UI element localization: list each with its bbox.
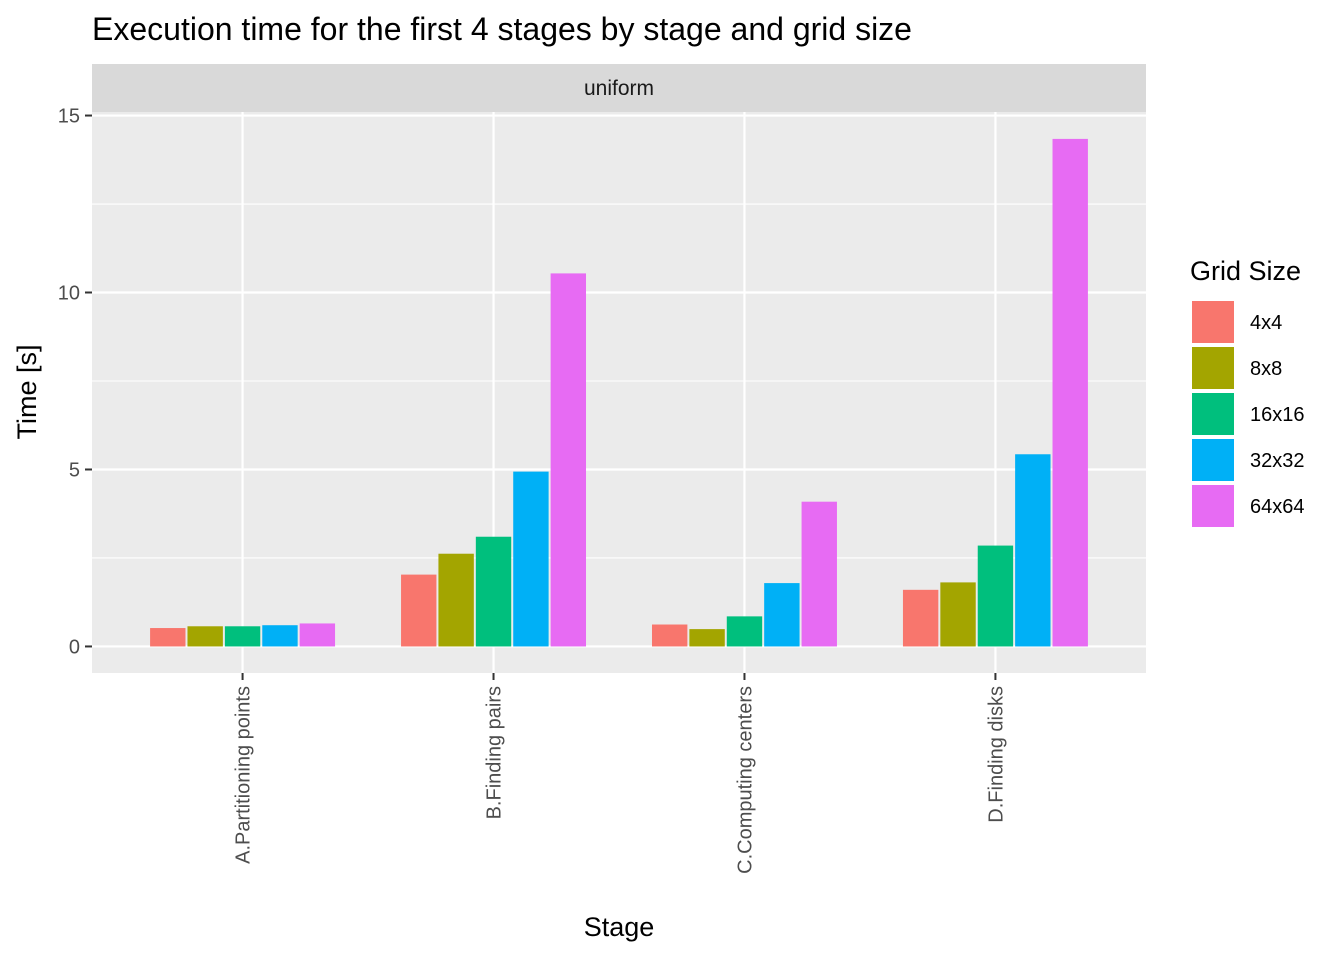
bar-64x64 (1052, 138, 1088, 647)
legend-label: 64x64 (1250, 496, 1305, 518)
x-axis-title: Stage (584, 912, 655, 942)
bar-32x32 (262, 625, 298, 647)
x-tick-label: C.Computing centers (734, 686, 756, 874)
y-tick-label: 0 (69, 636, 80, 658)
bar-8x8 (438, 553, 474, 647)
legend-label: 32x32 (1250, 450, 1305, 472)
legend-label: 16x16 (1250, 404, 1305, 426)
legend-swatch-64x64 (1192, 485, 1234, 527)
legend-items: 4x4 8x8 16x16 32x32 64x64 (1192, 301, 1305, 527)
legend-title: Grid Size (1190, 256, 1301, 286)
x-tick-label: A.Partitioning points (233, 686, 255, 864)
legend-swatch-32x32 (1192, 439, 1234, 481)
y-axis-title: Time [s] (12, 344, 42, 439)
legend-swatch-8x8 (1192, 347, 1234, 389)
bar-16x16 (224, 626, 261, 647)
bar-64x64 (299, 623, 336, 647)
bar-8x8 (187, 626, 223, 647)
legend-swatch-16x16 (1192, 393, 1234, 435)
bar-32x32 (1015, 454, 1051, 647)
x-tick-label: B.Finding pairs (484, 686, 506, 819)
legend-label: 4x4 (1250, 312, 1282, 334)
bar-16x16 (726, 616, 763, 647)
chart-title: Execution time for the first 4 stages by… (92, 11, 912, 47)
bar-4x4 (902, 589, 939, 647)
x-tick-label: D.Finding disks (985, 686, 1007, 823)
bar-4x4 (150, 628, 186, 647)
y-tick-label: 5 (69, 459, 80, 481)
bar-16x16 (475, 536, 512, 647)
y-tick-label: 10 (58, 283, 80, 305)
y-axis: 0 5 10 15 (58, 106, 92, 658)
legend: Grid Size 4x4 8x8 16x16 32x32 64x64 (1190, 256, 1305, 527)
plot-panel (92, 112, 1146, 673)
legend-label: 8x8 (1250, 358, 1282, 380)
bar-64x64 (550, 273, 587, 647)
bar-32x32 (764, 583, 800, 647)
x-axis: A.Partitioning points B.Finding pairs C.Co… (233, 673, 1007, 874)
facet-strip (92, 64, 1146, 112)
bars (150, 138, 1088, 647)
facet-label: uniform (584, 77, 654, 100)
legend-swatch-4x4 (1192, 301, 1234, 343)
bar-32x32 (513, 471, 549, 647)
bar-8x8 (689, 629, 725, 647)
bar-16x16 (977, 545, 1014, 647)
bar-8x8 (940, 582, 976, 647)
bar-4x4 (401, 574, 437, 647)
bar-64x64 (801, 501, 837, 647)
y-tick-label: 15 (58, 106, 80, 128)
bar-4x4 (651, 624, 688, 647)
